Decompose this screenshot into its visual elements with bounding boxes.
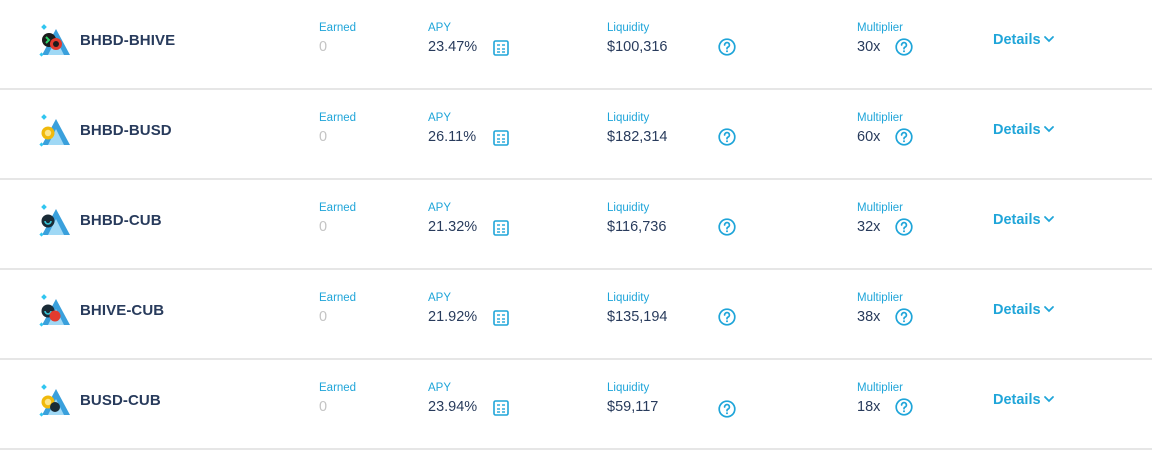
multiplier-value: 32x xyxy=(857,219,881,235)
earned-value: 0 xyxy=(319,39,328,55)
liquidity-value: $100,316 xyxy=(607,39,668,55)
apy-label: APY xyxy=(428,292,452,304)
apy-value: 23.47% xyxy=(428,39,478,55)
apy-value: 26.11% xyxy=(428,129,477,145)
calculator-icon[interactable] xyxy=(493,400,509,421)
earned-label: Earned xyxy=(319,382,357,394)
calculator-icon[interactable] xyxy=(493,310,509,331)
liquidity-label: Liquidity xyxy=(607,382,650,394)
liquidity-value: $116,736 xyxy=(607,219,667,235)
liquidity-value: $135,194 xyxy=(607,309,668,325)
calculator-icon[interactable] xyxy=(493,220,509,241)
details-label: Details xyxy=(993,32,1041,48)
liquidity-label: Liquidity xyxy=(607,292,650,304)
details-button[interactable]: Details xyxy=(993,212,1055,228)
question-circle-icon[interactable] xyxy=(895,38,913,61)
liquidity-value: $59,117 xyxy=(607,399,659,415)
apy-value: 21.32% xyxy=(428,219,478,235)
details-button[interactable]: Details xyxy=(993,392,1055,408)
chevron-down-icon xyxy=(1043,396,1054,403)
question-circle-icon[interactable] xyxy=(718,38,736,61)
multiplier-label: Multiplier xyxy=(857,202,904,214)
details-button[interactable]: Details xyxy=(993,32,1055,48)
apy-label: APY xyxy=(428,112,452,124)
question-circle-icon[interactable] xyxy=(718,128,736,151)
earned-value: 0 xyxy=(319,399,328,415)
question-circle-icon[interactable] xyxy=(895,398,913,421)
busd-cub-token-icon xyxy=(38,377,72,421)
apy-value: 23.94% xyxy=(428,399,478,415)
pair-name: BHBD-BUSD xyxy=(80,122,172,139)
multiplier-value: 30x xyxy=(857,39,881,55)
multiplier-label: Multiplier xyxy=(857,22,904,34)
chevron-down-icon xyxy=(1043,126,1054,133)
liquidity-label: Liquidity xyxy=(607,112,650,124)
question-circle-icon[interactable] xyxy=(895,128,913,151)
apy-label: APY xyxy=(428,22,452,34)
earned-value: 0 xyxy=(319,219,328,235)
details-button[interactable]: Details xyxy=(993,302,1055,318)
bhive-cub-token-icon xyxy=(38,287,72,331)
earned-label: Earned xyxy=(319,202,357,214)
earned-label: Earned xyxy=(319,112,357,124)
multiplier-value: 18x xyxy=(857,399,881,415)
earned-value: 0 xyxy=(319,309,328,325)
farm-row[interactable]: BHBD-BHIVE Earned 0 APY 23.47% Liquidity… xyxy=(0,0,1152,90)
multiplier-label: Multiplier xyxy=(857,112,904,124)
apy-label: APY xyxy=(428,382,452,394)
details-label: Details xyxy=(993,122,1041,138)
earned-label: Earned xyxy=(319,292,357,304)
farm-row[interactable]: BHBD-CUB Earned 0 APY 21.32% Liquidity $… xyxy=(0,180,1152,270)
apy-value: 21.92% xyxy=(428,309,478,325)
question-circle-icon[interactable] xyxy=(895,308,913,331)
apy-label: APY xyxy=(428,202,452,214)
multiplier-value: 60x xyxy=(857,129,881,145)
farm-row[interactable]: BHIVE-CUB Earned 0 APY 21.92% Liquidity … xyxy=(0,270,1152,360)
details-label: Details xyxy=(993,392,1041,408)
details-label: Details xyxy=(993,212,1041,228)
multiplier-label: Multiplier xyxy=(857,292,904,304)
question-circle-icon[interactable] xyxy=(718,400,736,423)
liquidity-label: Liquidity xyxy=(607,202,650,214)
pair-name: BHIVE-CUB xyxy=(80,302,165,319)
question-circle-icon[interactable] xyxy=(718,218,736,241)
bhbd-cub-token-icon xyxy=(38,197,72,241)
details-button[interactable]: Details xyxy=(993,122,1055,138)
bhbd-bhive-token-icon xyxy=(38,17,72,61)
liquidity-value: $182,314 xyxy=(607,129,668,145)
calculator-icon[interactable] xyxy=(493,130,509,151)
bhbd-busd-token-icon xyxy=(38,107,72,151)
chevron-down-icon xyxy=(1043,216,1054,223)
question-circle-icon[interactable] xyxy=(718,308,736,331)
chevron-down-icon xyxy=(1043,36,1054,43)
earned-value: 0 xyxy=(319,129,328,145)
chevron-down-icon xyxy=(1043,306,1054,313)
multiplier-label: Multiplier xyxy=(857,382,904,394)
question-circle-icon[interactable] xyxy=(895,218,913,241)
pair-name: BUSD-CUB xyxy=(80,392,161,409)
pair-name: BHBD-CUB xyxy=(80,212,162,229)
pair-name: BHBD-BHIVE xyxy=(80,32,176,49)
multiplier-value: 38x xyxy=(857,309,881,325)
farm-row[interactable]: BUSD-CUB Earned 0 APY 23.94% Liquidity $… xyxy=(0,360,1152,450)
liquidity-label: Liquidity xyxy=(607,22,650,34)
calculator-icon[interactable] xyxy=(493,40,509,61)
farm-row[interactable]: BHBD-BUSD Earned 0 APY 26.11% Liquidity … xyxy=(0,90,1152,180)
earned-label: Earned xyxy=(319,22,357,34)
details-label: Details xyxy=(993,302,1041,318)
